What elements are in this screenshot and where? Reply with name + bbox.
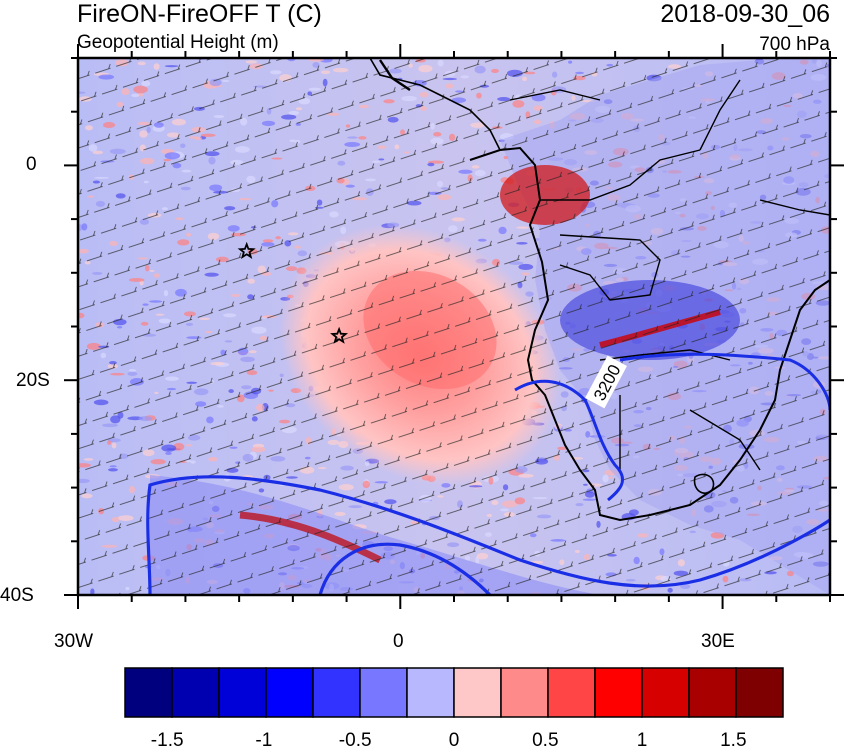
colorbar-swatch — [406, 667, 455, 718]
colorbar-swatch — [171, 667, 220, 718]
date-label: 2018-09-30_06 — [660, 0, 830, 28]
pressure-level-label: 700 hPa — [759, 34, 830, 55]
colorbar-label: -1 — [255, 730, 273, 751]
map-title: FireON-FireOFF T (C) — [77, 0, 322, 28]
x-tick-label: 0 — [393, 631, 404, 652]
colorbar-label: 1.5 — [720, 730, 747, 751]
colorbar-swatch — [641, 667, 690, 718]
west-africa-coastline — [369, 58, 501, 151]
star-marker — [330, 326, 349, 344]
x-tick-label: 30W — [54, 631, 94, 652]
wind-barbs — [78, 58, 830, 595]
contour-label-background — [585, 355, 627, 409]
colorbar-swatch — [547, 667, 596, 718]
colorbar — [124, 667, 784, 718]
star-marker — [237, 241, 256, 260]
y-tick-label: 20S — [16, 370, 50, 391]
geopotential-contour-south — [146, 475, 830, 595]
colorbar-swatch — [500, 667, 549, 718]
y-tick-label: 40S — [0, 585, 34, 606]
colorbar-label: -1.5 — [150, 730, 184, 751]
colorbar-swatch — [594, 667, 643, 718]
country-borders — [509, 79, 830, 471]
geopotential-contour-angola-low — [514, 379, 625, 502]
colorbar-swatch — [312, 667, 361, 718]
geopotential-contour-inner — [318, 542, 492, 595]
colorbar-swatch — [735, 667, 784, 718]
map-field — [78, 58, 830, 595]
y-tick-label: 0 — [26, 154, 37, 175]
africa-coastline — [469, 146, 830, 522]
axis-ticks — [64, 44, 844, 609]
geopotential-contour-east — [619, 352, 830, 411]
colorbar-swatch — [124, 667, 173, 718]
colorbar-label: 0.5 — [532, 730, 559, 751]
x-tick-label: 30E — [701, 631, 735, 652]
gulf-islands — [379, 59, 411, 91]
lesotho-border — [693, 473, 715, 494]
map-subtitle: Geopotential Height (m) — [77, 32, 279, 53]
colorbar-swatch — [453, 667, 502, 718]
colorbar-swatch — [688, 667, 737, 718]
colorbar-swatch — [359, 667, 408, 718]
colorbar-swatch — [218, 667, 267, 718]
star-markers — [237, 241, 349, 344]
colorbar-label: 1 — [636, 730, 648, 751]
colorbar-swatch — [265, 667, 314, 718]
colorbar-label: 0 — [448, 730, 460, 751]
colorbar-label: -0.5 — [338, 730, 372, 751]
